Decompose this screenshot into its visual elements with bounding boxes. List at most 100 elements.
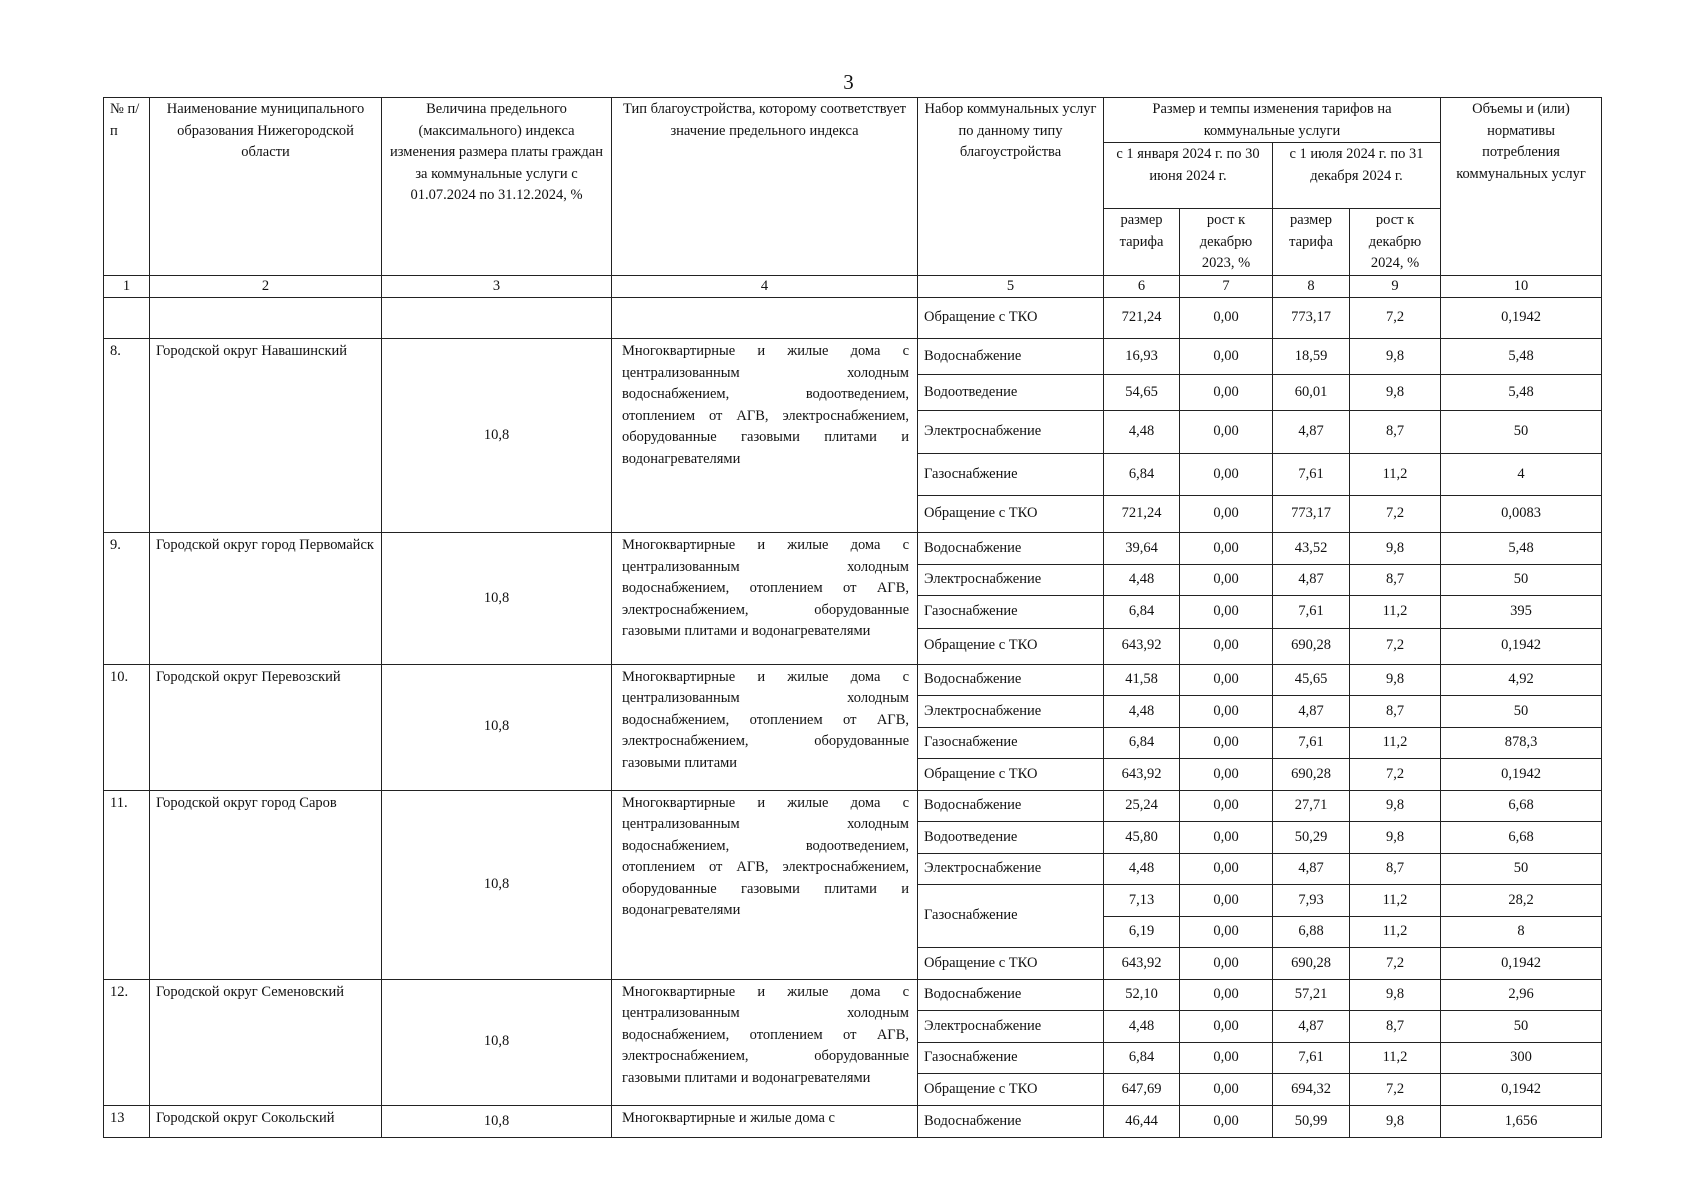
- table-row: Газоснабжение 7,13 0,00 7,93 11,2 28,2: [104, 884, 1603, 948]
- growth-h2: 7,2: [1348, 947, 1442, 980]
- table-row: 8. Городской округ Навашинский 10,8 Многокв…: [103, 338, 1603, 533]
- index-value: 10,8: [381, 338, 612, 533]
- tariff-h1: 39,64: [1103, 532, 1180, 565]
- volume: 50: [1440, 410, 1603, 454]
- growth-h2: 8,7: [1348, 852, 1442, 885]
- service-name: Водоснабжение: [917, 1104, 1104, 1138]
- service-name: Электроснабжение: [917, 563, 1104, 596]
- tariff-h1: 4,48: [1103, 1010, 1180, 1043]
- municipality-name: Городской округ город Саров: [149, 789, 382, 980]
- service-name: Водоснабжение: [917, 663, 1104, 696]
- tariff-h2: 60,01: [1272, 374, 1350, 411]
- growth-h2: 7,2: [1348, 495, 1442, 533]
- growth-h1: 0,00: [1179, 947, 1273, 980]
- table-row: 12. Городской округ Семеновский 10,8 Многок…: [103, 978, 1603, 1106]
- growth-h2: 9,8: [1348, 532, 1442, 565]
- growth-h1: 0,00: [1179, 627, 1273, 665]
- growth-h1: 0,00: [1179, 495, 1273, 533]
- tariff-h1: 4,48: [1103, 852, 1180, 885]
- growth-h1: 0,00: [1179, 1041, 1273, 1074]
- volume: 2,96: [1440, 978, 1603, 1011]
- column-number: 4: [611, 274, 918, 298]
- tariff-h2: 27,71: [1272, 789, 1350, 822]
- growth-h1: 0,00: [1179, 453, 1273, 496]
- growth-h2: 8,7: [1348, 563, 1442, 596]
- service-name: Электроснабжение: [917, 410, 1104, 454]
- header-type: Тип благоустройства, которому соответств…: [611, 97, 918, 276]
- index-value: 10,8: [381, 978, 612, 1106]
- value-cell: 0,00: [1179, 297, 1273, 339]
- tariff-h2: 773,17: [1272, 495, 1350, 533]
- volume: 300: [1440, 1041, 1603, 1074]
- table-row: Водоотведение 54,65 0,00 60,01 9,8 5,48: [104, 374, 1603, 411]
- table-row: Газоснабжение 6,84 0,00 7,61 11,2 300: [104, 1041, 1603, 1074]
- tariff-h2: 18,59: [1272, 338, 1350, 375]
- service-name: Электроснабжение: [917, 852, 1104, 885]
- tariff-h1: 4,48: [1103, 563, 1180, 596]
- value-cell: 773,17: [1272, 297, 1350, 339]
- tariff-h2: 694,32: [1272, 1073, 1350, 1106]
- growth-h1: 0,00: [1179, 374, 1273, 411]
- tariff-h2: 7,61: [1272, 453, 1350, 496]
- row-number: 9.: [103, 532, 150, 665]
- growth-h2: 9,8: [1348, 338, 1442, 375]
- tariff-h1: 6,84: [1103, 595, 1180, 629]
- volume: 5,48: [1440, 338, 1603, 375]
- table-row: Обращение с ТКО 721,24 0,00 773,17 7,2 0,0083: [104, 495, 1603, 533]
- tariff-table: № п/п Наименование муниципального образо…: [103, 97, 1603, 1138]
- header-index: Величина предельного (максимального) инд…: [381, 97, 612, 276]
- header-tariffs: Размер и темпы изменения тарифов на комм…: [1102, 97, 1442, 143]
- tariff-h1: 45,80: [1103, 821, 1180, 854]
- growth-h1: 0,00: [1179, 884, 1273, 917]
- tariff-h1: 16,93: [1103, 338, 1180, 375]
- empty-cell: [381, 297, 612, 339]
- tariff-h1: 643,92: [1103, 627, 1180, 665]
- growth-h1: 0,00: [1179, 410, 1273, 454]
- volume: 395: [1440, 595, 1603, 629]
- volume: 1,656: [1440, 1104, 1603, 1138]
- table-row: Обращение с ТКО 721,24 0,00 773,17 7,2 0,1942: [103, 297, 1603, 339]
- header-row: № п/п Наименование муниципального образо…: [103, 97, 1603, 276]
- growth-h1: 0,00: [1179, 1104, 1273, 1138]
- growth-h2: 9,8: [1348, 663, 1442, 696]
- growth-h1: 0,00: [1179, 978, 1273, 1011]
- tariff-h1: 6,84: [1103, 453, 1180, 496]
- column-number: 1: [103, 274, 150, 298]
- tariff-h2: 4,87: [1272, 410, 1350, 454]
- volume: 4: [1440, 453, 1603, 496]
- table-row: Обращение с ТКО 647,69 0,00 694,32 7,2 0,1942: [104, 1073, 1603, 1106]
- tariff-h2: 7,61: [1272, 1041, 1350, 1074]
- table-row: Обращение с ТКО 643,92 0,00 690,28 7,2 0,1942: [104, 627, 1603, 665]
- service-name: Газоснабжение: [917, 884, 1104, 948]
- volume: 6,68: [1440, 789, 1603, 822]
- growth-h1: 0,00: [1179, 695, 1273, 728]
- header-growth-2: рост к декабрю 2024, %: [1348, 208, 1442, 276]
- tariff-h1: 4,48: [1103, 695, 1180, 728]
- table-row: 9. Городской округ город Первомайск 10,8 Мн…: [103, 532, 1603, 665]
- volume: 6,68: [1440, 821, 1603, 854]
- tariff-h1: 7,13: [1103, 884, 1180, 917]
- tariff-h2: 45,65: [1272, 663, 1350, 696]
- table-row: Электроснабжение 4,48 0,00 4,87 8,7 50: [104, 410, 1603, 454]
- growth-h2: 9,8: [1348, 374, 1442, 411]
- tariff-h2: 690,28: [1272, 758, 1350, 791]
- volume: 28,2: [1440, 884, 1603, 917]
- header-growth-1: рост к декабрю 2023, %: [1179, 208, 1273, 276]
- growth-h1: 0,00: [1179, 338, 1273, 375]
- row-number: 10.: [103, 663, 150, 791]
- volume: 50: [1440, 695, 1603, 728]
- service-name: Водоотведение: [917, 374, 1104, 411]
- tariff-h2: 7,61: [1272, 595, 1350, 629]
- tariff-h2: 50,99: [1272, 1104, 1350, 1138]
- service-name: Обращение с ТКО: [917, 495, 1104, 533]
- growth-h2: 9,8: [1348, 789, 1442, 822]
- growth-h1: 0,00: [1179, 726, 1273, 759]
- growth-h2: 8,7: [1348, 1010, 1442, 1043]
- column-number: 2: [149, 274, 382, 298]
- growth-h2: 7,2: [1348, 627, 1442, 665]
- empty-cell: [611, 297, 918, 339]
- header-volumes: Объемы и (или) нормативы потребления ком…: [1440, 97, 1603, 276]
- table-row: Электроснабжение 4,48 0,00 4,87 8,7 50: [104, 563, 1603, 596]
- header-row: размер тарифа рост к декабрю 2023, % раз…: [104, 208, 1602, 276]
- tariff-h1: 41,58: [1103, 663, 1180, 696]
